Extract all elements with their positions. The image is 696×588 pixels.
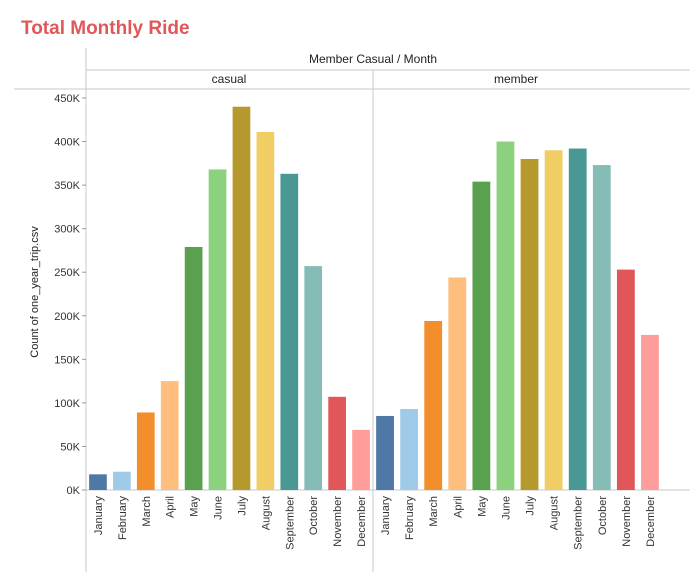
x-tick-label: April xyxy=(165,496,177,518)
y-axis-label: Count of one_year_trip.csv xyxy=(29,226,41,358)
panel-header-casual: casual xyxy=(212,72,247,86)
bar-member-december xyxy=(641,334,659,490)
x-tick-label: January xyxy=(380,496,392,536)
x-tick-label: August xyxy=(260,496,272,530)
bar-casual-november xyxy=(328,396,346,490)
y-tick-label: 350K xyxy=(54,180,80,192)
y-tick-label: 200K xyxy=(54,311,80,323)
y-tick-label: 150K xyxy=(54,354,80,366)
bar-casual-january xyxy=(89,474,107,490)
x-tick-label: May xyxy=(476,496,488,517)
y-tick-label: 300K xyxy=(54,224,80,236)
y-tick-label: 0K xyxy=(67,485,81,497)
y-axis-ticks: 0K 50K 100K 150K 200K 250K 300K 350K 400K 450K xyxy=(54,93,86,497)
bar-casual-december xyxy=(352,429,370,490)
x-axis-labels: January February March April May June July Augu… xyxy=(93,496,657,550)
x-tick-label: October xyxy=(308,496,320,535)
x-tick-label: December xyxy=(645,496,657,547)
panel-header-member: member xyxy=(494,72,538,86)
x-tick-label: April xyxy=(452,496,464,518)
bar-casual-february xyxy=(113,471,131,490)
chart-frame xyxy=(14,48,690,572)
bar-casual-june xyxy=(208,169,227,491)
x-tick-label: August xyxy=(549,496,561,530)
bar-member-october xyxy=(592,165,611,490)
bar-member-august xyxy=(544,150,563,490)
x-tick-label: June xyxy=(213,496,225,520)
bar-member-january xyxy=(376,415,394,490)
y-tick-label: 250K xyxy=(54,267,80,279)
x-tick-label: February xyxy=(404,496,416,541)
bar-member-february xyxy=(400,408,419,490)
bar-casual-april xyxy=(160,381,179,490)
bar-member-march xyxy=(424,321,443,490)
x-tick-label: February xyxy=(117,496,129,541)
x-tick-label: March xyxy=(141,496,153,527)
bar-casual-october xyxy=(304,266,323,490)
y-tick-label: 450K xyxy=(54,93,80,105)
bar-casual-may xyxy=(184,246,203,490)
bar-member-november xyxy=(616,269,635,490)
bar-casual-august xyxy=(256,131,275,490)
chart-title: Total Monthly Ride xyxy=(21,18,190,39)
x-tick-label: November xyxy=(332,496,344,547)
bar-member-july xyxy=(520,158,539,490)
x-tick-label: December xyxy=(356,496,368,547)
x-tick-label: March xyxy=(428,496,440,527)
x-tick-label: September xyxy=(284,496,296,550)
bar-casual-march xyxy=(136,412,155,490)
x-tick-label: June xyxy=(500,496,512,520)
x-tick-label: November xyxy=(621,496,633,547)
bars xyxy=(89,106,659,491)
y-tick-label: 400K xyxy=(54,137,80,149)
x-tick-label: September xyxy=(573,496,585,550)
bar-member-april xyxy=(448,277,467,490)
bar-member-june xyxy=(496,141,515,491)
bar-casual-september xyxy=(280,173,299,490)
x-tick-label: July xyxy=(525,496,537,516)
x-tick-label: January xyxy=(93,496,105,536)
bar-member-may xyxy=(472,181,491,491)
bar-casual-july xyxy=(232,106,251,490)
column-header: Member Casual / Month xyxy=(309,52,437,66)
x-tick-label: October xyxy=(597,496,609,535)
y-tick-label: 100K xyxy=(54,398,80,410)
bar-member-september xyxy=(568,148,587,490)
x-tick-label: May xyxy=(189,496,201,517)
y-tick-label: 50K xyxy=(60,441,80,453)
x-tick-label: July xyxy=(236,496,248,516)
